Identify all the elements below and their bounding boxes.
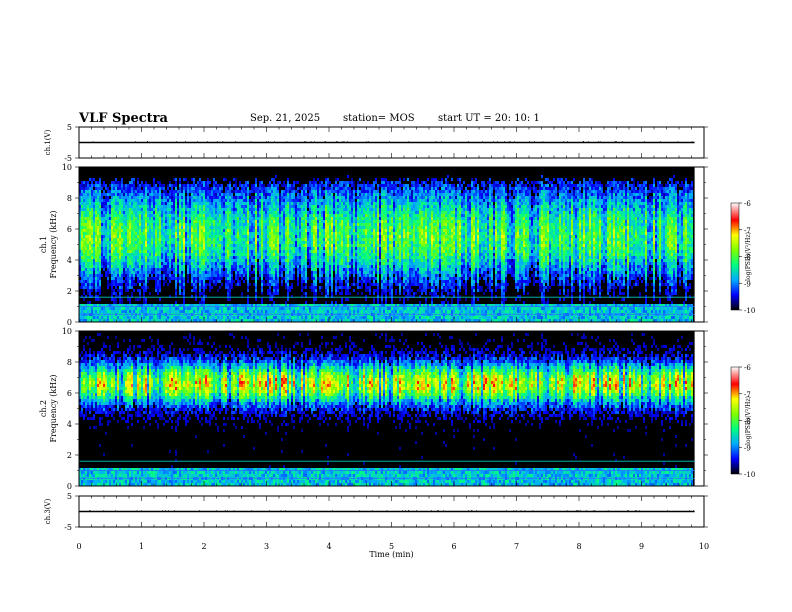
spectrogram-ch2	[79, 331, 695, 486]
x-tick-label: 3	[264, 542, 269, 551]
colorbar-tick-label: -10	[744, 471, 755, 479]
y-tick-label: 2	[67, 287, 72, 296]
panel-ylabel-channel: ch.1	[39, 236, 48, 253]
panel-ylabel-channel: ch.2	[39, 400, 48, 417]
y-tick-label: 5	[67, 123, 72, 132]
x-tick-label: 7	[514, 542, 519, 551]
y-tick-label: 4	[67, 420, 72, 429]
x-tick-label: 9	[639, 542, 644, 551]
colorbar-label: log(PSD)(V²/Hz)	[745, 396, 752, 445]
colorbar-tick-label: -10	[744, 307, 755, 315]
panel-ylabel-frequency: Frequency (kHz)	[49, 374, 58, 442]
colorbar-ch2	[731, 367, 739, 474]
y-tick-label: 8	[67, 358, 72, 367]
y-tick-label: 10	[62, 327, 72, 336]
y-tick-label: 0	[67, 318, 72, 327]
y-tick-label: 2	[67, 451, 72, 460]
y-tick-label: 4	[67, 256, 72, 265]
colorbar-tick-label: -6	[744, 364, 751, 372]
x-tick-label: 4	[326, 542, 331, 551]
colorbar-label: log(PSD)(V²/Hz)	[745, 232, 752, 281]
colorbar-ch1	[731, 203, 739, 310]
x-tick-label: 0	[76, 542, 81, 551]
x-tick-label: 10	[699, 542, 709, 551]
y-tick-label: 10	[62, 163, 72, 172]
y-tick-label: 8	[67, 194, 72, 203]
y-tick-label: 6	[67, 225, 72, 234]
x-tick-label: 2	[201, 542, 206, 551]
y-tick-label: -5	[64, 523, 72, 532]
x-tick-label: 1	[139, 542, 144, 551]
y-tick-label: 5	[67, 492, 72, 501]
y-tick-label: 0	[67, 482, 72, 491]
panel-ylabel-frequency: Frequency (kHz)	[49, 210, 58, 278]
y-tick-label: 6	[67, 389, 72, 398]
y-tick-label: -5	[64, 154, 72, 163]
colorbar-tick-label: -6	[744, 200, 751, 208]
panel-ylabel-voltage: ch.1(V)	[44, 129, 52, 155]
x-axis-title: Time (min)	[369, 550, 413, 559]
x-tick-label: 6	[451, 542, 456, 551]
panel-ylabel-voltage: ch.3(V)	[44, 498, 52, 524]
spectrogram-ch1	[79, 167, 695, 322]
x-tick-label: 8	[576, 542, 581, 551]
